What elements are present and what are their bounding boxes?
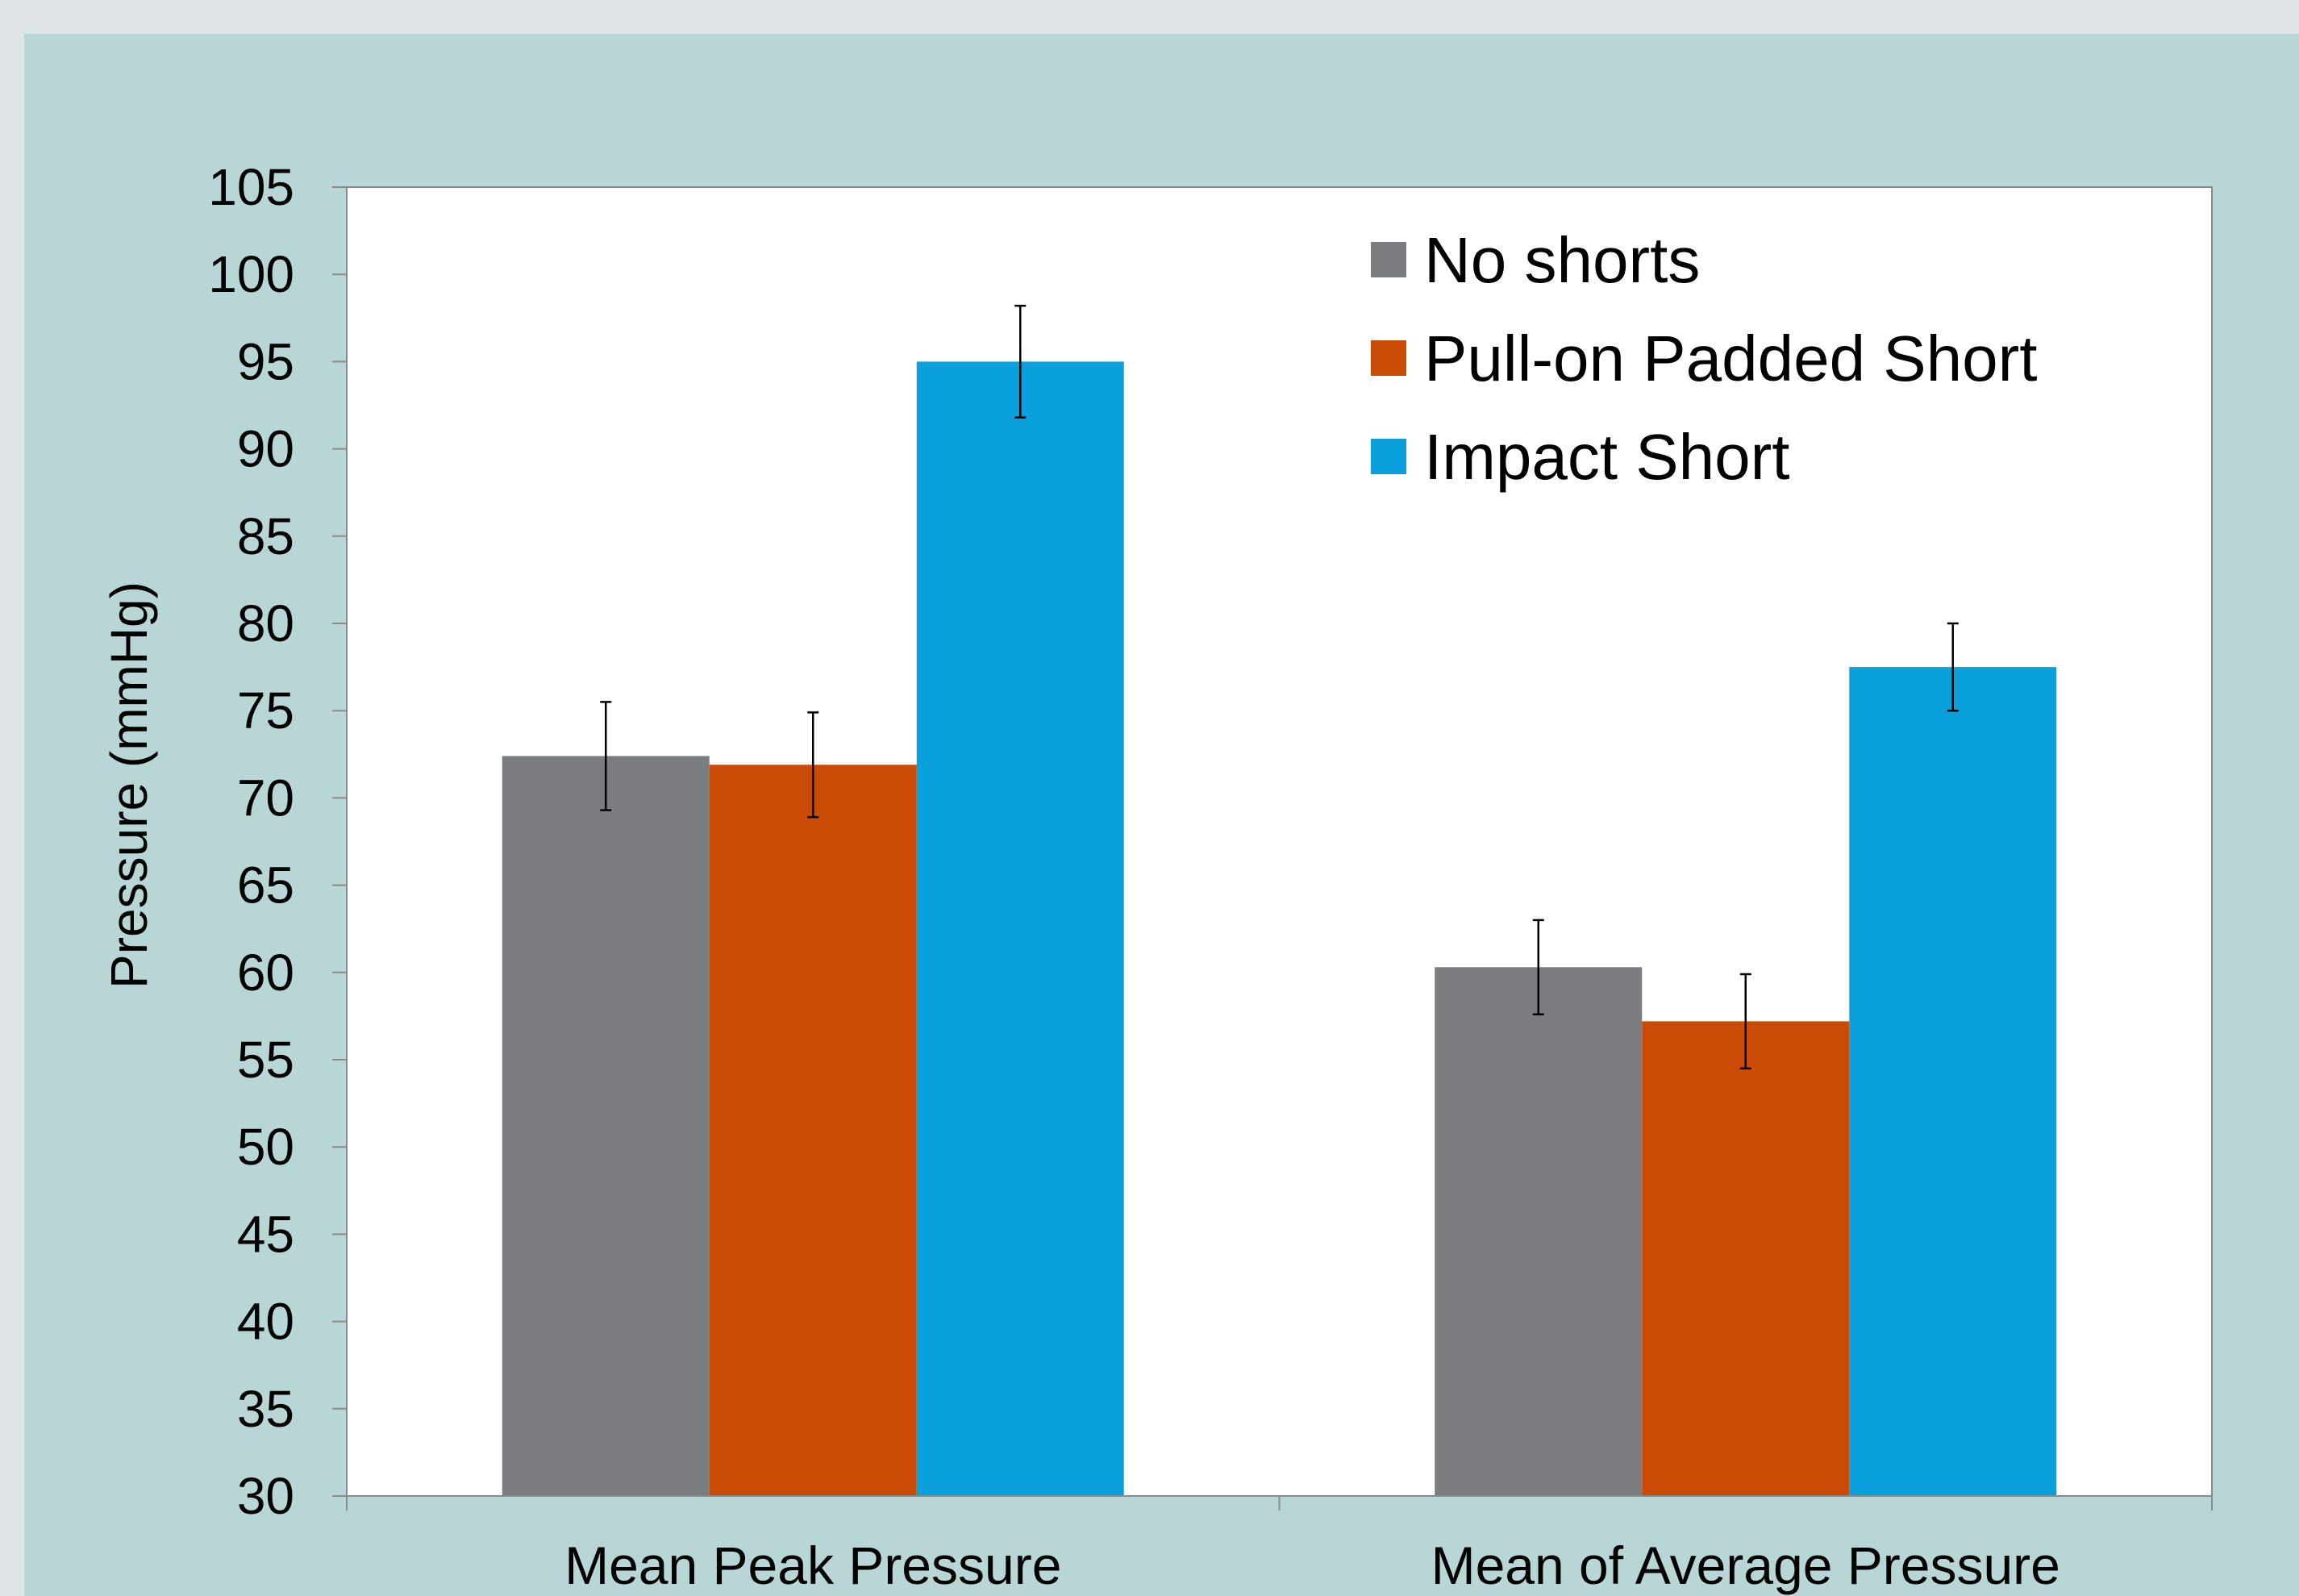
y-tick-label: 45 bbox=[237, 1205, 294, 1263]
x-category-label: Mean of Average Pressure bbox=[1431, 1536, 2060, 1595]
legend-label: No shorts bbox=[1424, 224, 1700, 296]
x-category-label: Mean Peak Pressure bbox=[564, 1536, 1061, 1595]
bar bbox=[1435, 967, 1643, 1496]
y-tick-label: 55 bbox=[237, 1031, 294, 1089]
y-tick-label: 85 bbox=[237, 507, 294, 565]
y-tick-label: 35 bbox=[237, 1380, 294, 1438]
y-tick-label: 90 bbox=[237, 420, 294, 478]
y-tick-label: 80 bbox=[237, 594, 294, 652]
y-tick-label: 65 bbox=[237, 856, 294, 915]
y-tick-label: 60 bbox=[237, 944, 294, 1002]
y-tick-label: 40 bbox=[237, 1293, 294, 1351]
y-tick-label: 95 bbox=[237, 332, 294, 390]
y-tick-label: 100 bbox=[208, 245, 294, 303]
y-tick-label: 50 bbox=[237, 1118, 294, 1176]
y-axis-title: Pressure (mmHg) bbox=[100, 581, 158, 989]
bar bbox=[1642, 1021, 1850, 1496]
legend-swatch bbox=[1371, 439, 1406, 474]
legend-swatch bbox=[1371, 242, 1406, 277]
bars-group bbox=[502, 361, 2057, 1496]
y-tick-label: 30 bbox=[237, 1467, 294, 1525]
y-axis: 30 35 40 45 50 55 60 65 70 75 80 85 90 95 100 105 bbox=[208, 158, 348, 1525]
legend: No shorts Pull-on Padded Short Impact Shor… bbox=[1371, 224, 2038, 493]
y-tick-label: 75 bbox=[237, 681, 294, 740]
legend-label: Impact Short bbox=[1424, 421, 1790, 493]
legend-swatch bbox=[1371, 340, 1406, 376]
error-bars-group bbox=[600, 304, 1959, 1070]
bar bbox=[1849, 667, 2057, 1496]
bar bbox=[916, 361, 1124, 1496]
bar bbox=[709, 765, 917, 1496]
bar bbox=[502, 756, 710, 1496]
y-tick-label: 105 bbox=[208, 158, 294, 216]
x-axis: Mean Peak Pressure Mean of Average Pressu… bbox=[346, 1495, 2213, 1595]
legend-label: Pull-on Padded Short bbox=[1424, 323, 2038, 394]
y-tick-label: 70 bbox=[237, 769, 294, 827]
